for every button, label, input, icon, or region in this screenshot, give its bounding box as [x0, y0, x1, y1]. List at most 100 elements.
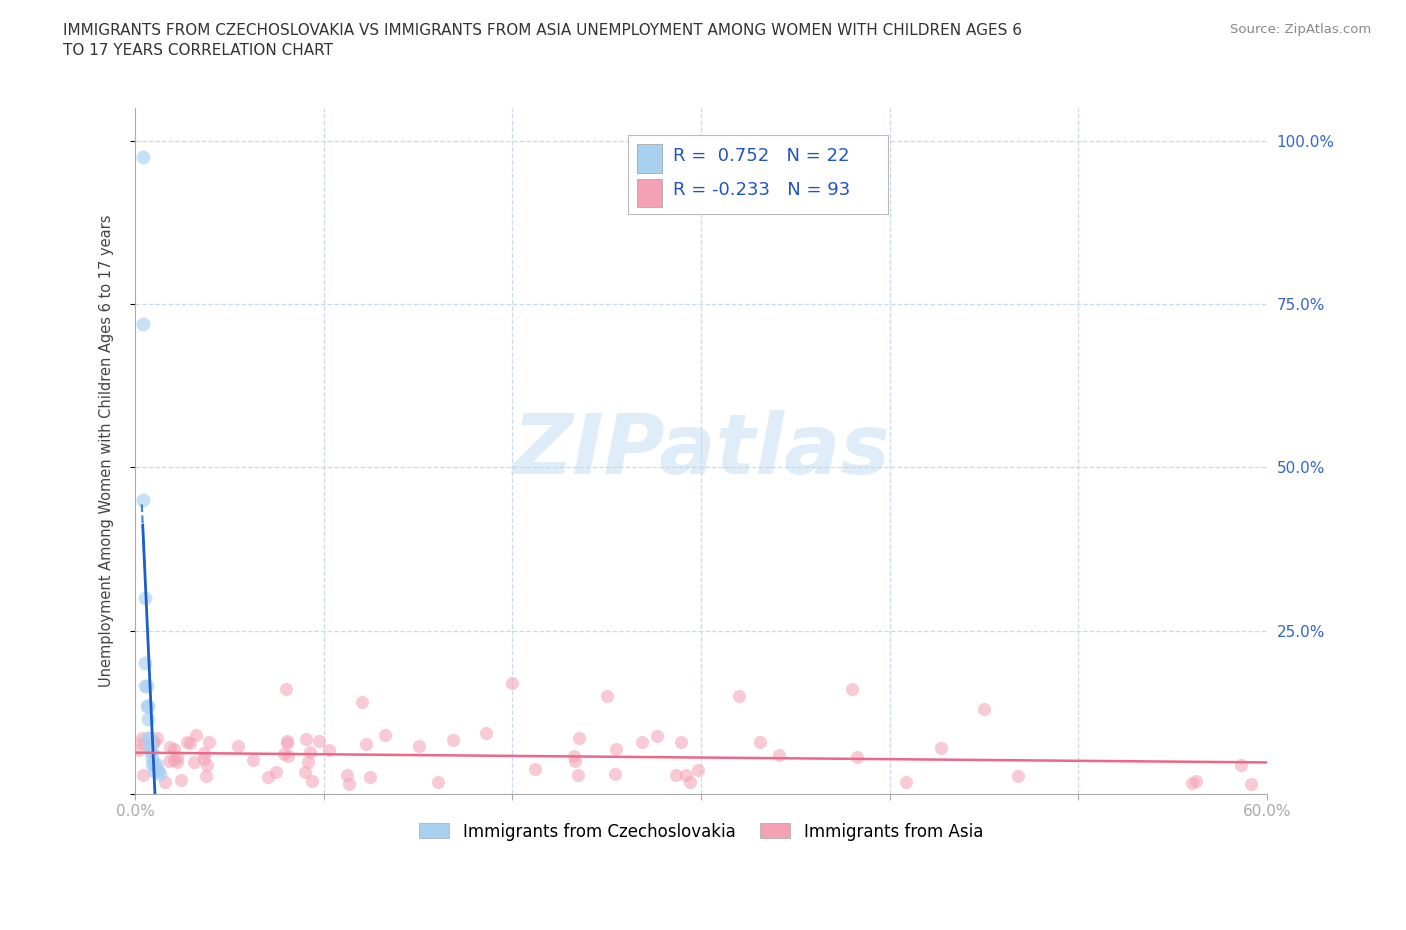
- Point: [675, 768, 697, 783]
- Point: [350, 695, 373, 710]
- Point: [475, 725, 498, 740]
- Point: [139, 744, 162, 759]
- Point: [274, 682, 297, 697]
- Point: [605, 742, 627, 757]
- Point: [841, 682, 863, 697]
- Point: [298, 745, 321, 760]
- Point: [264, 764, 287, 779]
- Point: [356, 737, 378, 751]
- FancyBboxPatch shape: [627, 136, 887, 214]
- Point: [1181, 776, 1204, 790]
- Point: [339, 777, 361, 791]
- Point: [166, 750, 188, 764]
- Point: [359, 770, 381, 785]
- Point: [318, 742, 340, 757]
- Point: [142, 735, 165, 750]
- Text: ZIPatlas: ZIPatlas: [512, 410, 890, 491]
- Point: [148, 762, 170, 777]
- Point: [564, 753, 586, 768]
- Point: [336, 767, 359, 782]
- Point: [186, 727, 208, 742]
- Point: [294, 764, 316, 779]
- Point: [441, 733, 464, 748]
- Point: [146, 730, 169, 745]
- Point: [768, 748, 790, 763]
- Point: [562, 749, 585, 764]
- Point: [132, 493, 155, 508]
- Point: [929, 740, 952, 755]
- Point: [276, 733, 298, 748]
- Point: [183, 755, 205, 770]
- FancyBboxPatch shape: [637, 144, 661, 173]
- Point: [139, 737, 162, 752]
- Point: [194, 769, 217, 784]
- Legend: Immigrants from Czechoslovakia, Immigrants from Asia: Immigrants from Czechoslovakia, Immigran…: [412, 816, 990, 847]
- Point: [132, 150, 155, 165]
- Point: [141, 751, 163, 765]
- Point: [1007, 769, 1029, 784]
- Point: [131, 731, 153, 746]
- Point: [373, 727, 395, 742]
- Text: R =  0.752   N = 22: R = 0.752 N = 22: [673, 147, 849, 165]
- Point: [143, 734, 166, 749]
- Point: [273, 747, 295, 762]
- Point: [131, 768, 153, 783]
- Point: [1184, 773, 1206, 788]
- Point: [138, 711, 160, 726]
- Point: [501, 675, 523, 690]
- Point: [166, 754, 188, 769]
- Point: [131, 736, 153, 751]
- Point: [145, 757, 167, 772]
- Point: [630, 735, 652, 750]
- Point: [523, 762, 546, 777]
- Point: [195, 758, 218, 773]
- Point: [157, 753, 180, 768]
- Point: [749, 735, 772, 750]
- Text: IMMIGRANTS FROM CZECHOSLOVAKIA VS IMMIGRANTS FROM ASIA UNEMPLOYMENT AMONG WOMEN : IMMIGRANTS FROM CZECHOSLOVAKIA VS IMMIGR…: [63, 23, 1022, 58]
- Point: [568, 731, 591, 746]
- Point: [1239, 777, 1261, 791]
- Point: [605, 766, 627, 781]
- FancyBboxPatch shape: [637, 179, 661, 207]
- Point: [179, 736, 201, 751]
- Point: [727, 688, 749, 703]
- Point: [141, 757, 163, 772]
- Point: [308, 734, 330, 749]
- Point: [242, 752, 264, 767]
- Point: [149, 766, 172, 781]
- Point: [170, 773, 193, 788]
- Point: [301, 774, 323, 789]
- Point: [846, 750, 869, 764]
- Point: [276, 736, 298, 751]
- Point: [138, 731, 160, 746]
- Point: [596, 688, 619, 703]
- Point: [1230, 758, 1253, 773]
- Point: [138, 698, 160, 713]
- Point: [669, 735, 692, 750]
- Point: [277, 749, 299, 764]
- Point: [159, 739, 181, 754]
- Point: [408, 739, 430, 754]
- Point: [128, 742, 150, 757]
- Point: [143, 757, 166, 772]
- Point: [678, 775, 700, 790]
- Text: Source: ZipAtlas.com: Source: ZipAtlas.com: [1230, 23, 1371, 36]
- Point: [139, 731, 162, 746]
- Point: [297, 754, 319, 769]
- Point: [153, 775, 176, 790]
- Point: [665, 768, 688, 783]
- Point: [135, 679, 157, 694]
- Point: [132, 316, 155, 331]
- Point: [198, 735, 221, 750]
- Point: [146, 764, 169, 778]
- Point: [134, 656, 156, 671]
- Point: [135, 698, 157, 713]
- Point: [973, 701, 995, 716]
- Point: [163, 741, 186, 756]
- Y-axis label: Unemployment Among Women with Children Ages 6 to 17 years: Unemployment Among Women with Children A…: [100, 215, 114, 687]
- Point: [295, 732, 318, 747]
- Point: [193, 745, 215, 760]
- Point: [567, 767, 589, 782]
- Point: [176, 735, 198, 750]
- Point: [143, 764, 166, 778]
